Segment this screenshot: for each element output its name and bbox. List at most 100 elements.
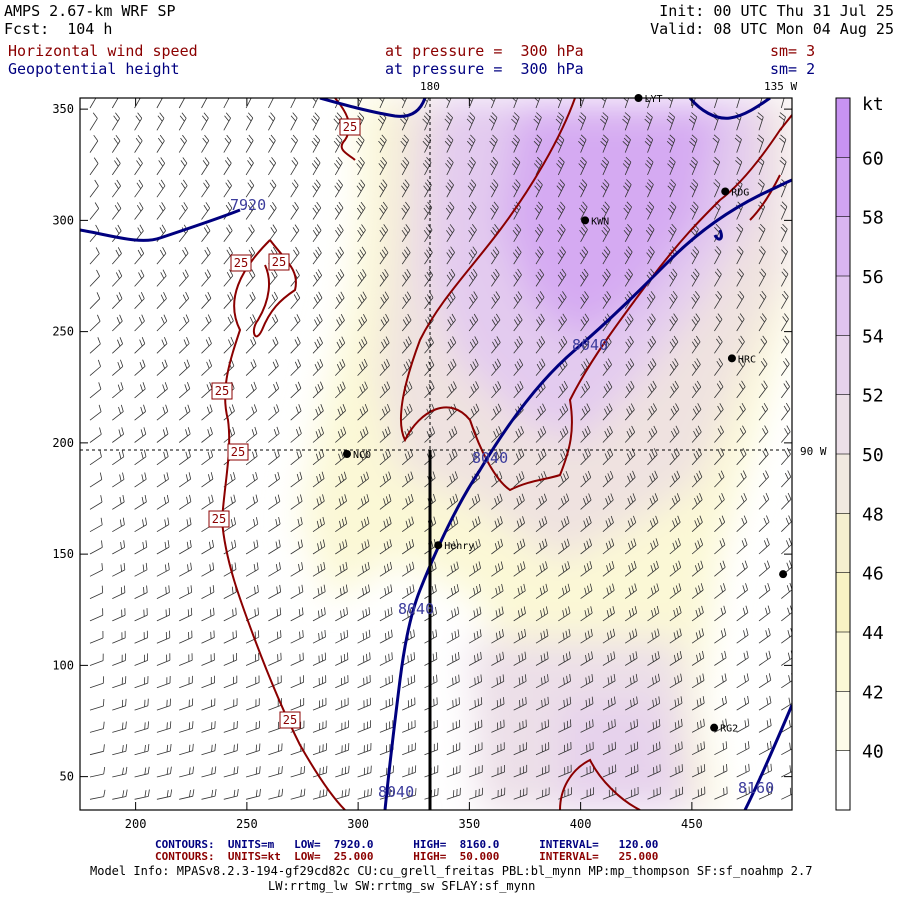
wind-barb — [468, 268, 478, 287]
colorbar-swatch — [836, 750, 850, 811]
wind-barb — [714, 268, 722, 287]
speed-label-box — [227, 443, 249, 461]
wind-barb — [134, 608, 148, 622]
wind-barb — [736, 583, 748, 599]
wind-barb — [89, 359, 101, 376]
wind-barb — [290, 157, 299, 176]
wind-barb — [558, 515, 570, 533]
wind-barb — [446, 246, 455, 265]
wind-barb — [290, 584, 304, 599]
wind-barb — [691, 358, 701, 376]
wind-barb — [89, 653, 104, 666]
wind-barb — [647, 741, 661, 756]
wind-barb — [112, 562, 126, 577]
wind-barb — [178, 472, 192, 488]
wind-barb — [134, 472, 147, 488]
wind-barb — [379, 291, 389, 309]
station-label: RG2 — [720, 724, 738, 735]
wind-barb — [602, 358, 612, 376]
wind-barb — [736, 515, 748, 532]
height-contour-7920 — [80, 208, 241, 242]
wind-barb — [669, 358, 679, 376]
wind-barb — [312, 629, 326, 644]
wind-barb — [647, 425, 658, 443]
y-tick-label: 150 — [52, 547, 74, 561]
wind-barb — [379, 313, 390, 332]
wind-barb — [201, 539, 214, 555]
speed-contour-50-east — [749, 174, 781, 221]
wind-barb — [622, 156, 632, 176]
wind-barb — [178, 494, 192, 510]
wind-barb — [712, 134, 720, 153]
wind-barb — [624, 425, 636, 443]
wind-barb — [223, 336, 235, 354]
wind-barb — [756, 134, 765, 153]
wind-barb — [468, 719, 483, 733]
wind-barb — [223, 517, 236, 533]
wind-barb — [335, 629, 349, 644]
wind-barb — [335, 743, 350, 756]
wind-barb — [580, 628, 593, 644]
wind-barb — [178, 291, 190, 309]
wind-barb — [666, 112, 675, 131]
wind-barb — [780, 447, 791, 466]
wind-barb — [491, 697, 505, 711]
wind-barb — [89, 269, 100, 287]
wind-barb — [268, 426, 280, 443]
field1-level: at pressure = 300 hPa — [385, 42, 584, 60]
wind-barb — [290, 336, 301, 354]
wind-barb — [580, 538, 592, 555]
wind-barb — [602, 673, 616, 689]
wind-barb — [201, 607, 215, 622]
wind-barb — [112, 653, 126, 666]
wind-barb — [201, 789, 217, 800]
wind-barb — [156, 292, 167, 309]
wind-barb — [290, 765, 306, 778]
wind-barb — [513, 787, 528, 800]
wind-barb — [401, 584, 415, 599]
y-tick-label: 200 — [52, 436, 74, 450]
speed-label: 25 — [272, 255, 286, 269]
wind-barb — [468, 336, 479, 354]
wind-barb — [758, 718, 772, 733]
wind-barb — [758, 741, 772, 756]
wind-barb — [736, 673, 749, 689]
wind-barb — [401, 336, 412, 354]
wind-barb — [468, 742, 483, 756]
wind-barb — [446, 448, 458, 466]
wind-barb — [245, 112, 254, 131]
wind-barb — [714, 741, 728, 756]
station-label: Henry — [444, 541, 474, 552]
wind-barb — [622, 134, 631, 153]
wind-barb — [600, 179, 610, 198]
wind-barb — [245, 157, 254, 176]
wind-barb — [669, 538, 681, 555]
wind-barb — [89, 314, 101, 332]
wind-barb — [758, 358, 768, 376]
wind-barb — [578, 134, 587, 153]
wind-barb — [134, 382, 146, 399]
wind-barb — [134, 157, 143, 176]
wind-barb — [558, 787, 572, 800]
wind-barb — [290, 359, 301, 376]
wind-barb — [290, 449, 302, 466]
wind-barb — [714, 718, 728, 733]
wind-barb — [357, 720, 371, 733]
wind-barb — [423, 224, 433, 243]
wind-barb — [357, 697, 371, 711]
wind-barb — [178, 98, 186, 109]
wind-barb — [335, 607, 348, 622]
wind-barb — [580, 787, 594, 800]
wind-barb — [758, 425, 769, 443]
wind-barb — [491, 606, 504, 622]
wind-barb — [624, 246, 633, 265]
wind-barb — [312, 675, 327, 689]
wind-barb — [468, 538, 481, 555]
y-axis: 50 100 150 200 250 300 350 — [52, 102, 792, 784]
wind-barb — [223, 562, 237, 577]
wind-barb — [691, 764, 706, 778]
wind-barb — [446, 742, 461, 756]
wind-barb — [491, 787, 506, 800]
wind-barb — [624, 560, 637, 577]
wind-barb — [557, 380, 568, 399]
